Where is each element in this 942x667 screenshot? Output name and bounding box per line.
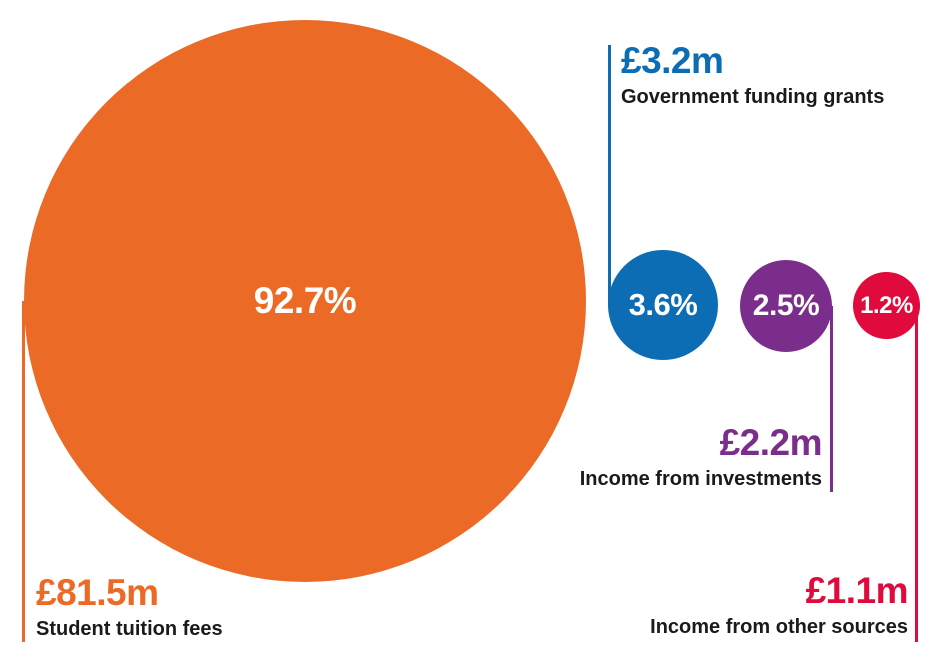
percent-label-income-from-investments: 2.5% bbox=[752, 289, 820, 322]
bubble-income-from-other-sources: 1.2% bbox=[853, 272, 920, 339]
bubble-student-tuition-fees: 92.7% bbox=[24, 20, 586, 582]
value-label-income-from-other-sources: £1.1m bbox=[805, 570, 909, 611]
leader-line-other-sources bbox=[915, 306, 918, 642]
value-label-government-funding-grants: £3.2m bbox=[621, 40, 724, 81]
percent-label-income-from-other-sources: 1.2% bbox=[860, 291, 913, 319]
leader-line-investments bbox=[830, 306, 833, 492]
category-label-student-tuition-fees: Student tuition fees bbox=[36, 618, 223, 640]
leader-line-government-funding bbox=[608, 45, 611, 305]
label-income-from-investments: £2.2m Income from investments bbox=[579, 422, 823, 491]
value-label-student-tuition-fees: £81.5m bbox=[36, 572, 159, 613]
percent-label-government-funding-grants: 3.6% bbox=[628, 287, 698, 322]
label-government-funding-grants: £3.2m Government funding grants bbox=[621, 42, 884, 109]
category-label-government-funding-grants: Government funding grants bbox=[621, 86, 885, 108]
label-student-tuition-fees: £81.5m Student tuition fees bbox=[36, 574, 223, 641]
category-label-income-from-investments: Income from investments bbox=[579, 468, 822, 490]
category-label-income-from-other-sources: Income from other sources bbox=[650, 616, 908, 638]
leader-line-student-tuition bbox=[22, 301, 25, 642]
label-income-from-other-sources: £1.1m Income from other sources bbox=[650, 572, 908, 639]
value-label-income-from-investments: £2.2m bbox=[719, 422, 823, 463]
bubble-government-funding-grants: 3.6% bbox=[608, 250, 718, 360]
bubble-income-from-investments: 2.5% bbox=[740, 260, 832, 352]
percent-label-student-tuition-fees: 92.7% bbox=[253, 280, 357, 321]
